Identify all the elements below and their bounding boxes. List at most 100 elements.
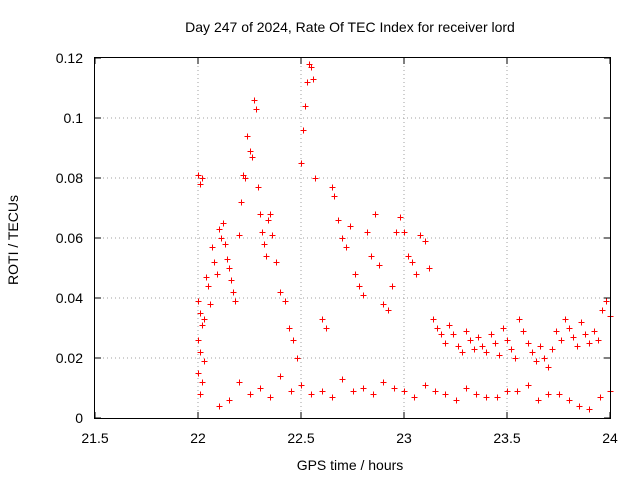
data-point	[453, 397, 460, 404]
data-point	[207, 301, 214, 308]
data-point	[463, 328, 470, 335]
data-point	[298, 382, 305, 389]
data-point	[230, 289, 237, 296]
data-point	[236, 232, 243, 239]
data-point	[197, 349, 204, 356]
data-point	[535, 397, 542, 404]
data-point	[247, 148, 254, 155]
data-point	[475, 334, 482, 341]
data-point	[578, 319, 585, 326]
data-point	[300, 127, 307, 134]
y-tick-label: 0.1	[64, 110, 84, 126]
data-point	[483, 349, 490, 356]
data-point	[422, 238, 429, 245]
data-point	[393, 229, 400, 236]
data-point	[197, 391, 204, 398]
data-point	[380, 301, 387, 308]
data-point	[529, 349, 536, 356]
data-point	[323, 325, 330, 332]
data-point	[520, 328, 527, 335]
data-point	[372, 211, 379, 218]
data-point	[591, 328, 598, 335]
data-point	[570, 334, 577, 341]
data-point	[558, 337, 565, 344]
plot-frame	[94, 57, 611, 419]
data-point	[312, 175, 319, 182]
data-point	[432, 388, 439, 395]
data-point	[339, 376, 346, 383]
data-point	[216, 403, 223, 410]
data-point	[267, 394, 274, 401]
x-tick-label: 22	[190, 430, 206, 446]
data-point	[226, 265, 233, 272]
data-point	[222, 241, 229, 248]
data-point	[566, 325, 573, 332]
data-point	[376, 262, 383, 269]
data-point	[304, 79, 311, 86]
data-point	[401, 229, 408, 236]
data-point	[438, 331, 445, 338]
data-point	[265, 217, 272, 224]
chart-title: Day 247 of 2024, Rate Of TEC Index for r…	[185, 19, 515, 35]
data-point	[319, 388, 326, 395]
data-point	[566, 397, 573, 404]
data-point	[556, 391, 563, 398]
y-tick-label: 0.06	[56, 230, 83, 246]
x-tick-label: 23	[396, 430, 412, 446]
data-point	[494, 394, 501, 401]
data-point	[549, 346, 556, 353]
data-point	[259, 229, 266, 236]
data-point	[389, 283, 396, 290]
data-point	[269, 232, 276, 239]
data-point	[257, 385, 264, 392]
data-point	[422, 382, 429, 389]
data-point	[576, 403, 583, 410]
data-point	[533, 358, 540, 365]
data-point	[496, 352, 503, 359]
data-point	[302, 103, 309, 110]
data-point	[582, 331, 589, 338]
data-point	[512, 355, 519, 362]
data-point	[446, 322, 453, 329]
data-point	[370, 391, 377, 398]
data-point	[195, 337, 202, 344]
data-point	[586, 406, 593, 413]
data-points	[195, 61, 614, 413]
data-point	[329, 394, 336, 401]
data-point	[595, 337, 602, 344]
data-point	[195, 298, 202, 305]
data-point	[347, 223, 354, 230]
data-point	[409, 259, 416, 266]
y-tick-label: 0.12	[56, 50, 83, 66]
data-point	[335, 217, 342, 224]
data-point	[290, 337, 297, 344]
data-point	[504, 337, 511, 344]
y-tick-label: 0.04	[56, 290, 83, 306]
data-point	[380, 379, 387, 386]
data-point	[545, 364, 552, 371]
y-tick-label: 0.08	[56, 170, 83, 186]
data-point	[199, 379, 206, 386]
data-point	[488, 331, 495, 338]
data-point	[603, 298, 610, 305]
data-point	[238, 199, 245, 206]
data-point	[516, 316, 523, 323]
data-point	[255, 184, 262, 191]
data-point	[471, 346, 478, 353]
data-point	[364, 229, 371, 236]
data-point	[195, 172, 202, 179]
data-point	[277, 289, 284, 296]
data-point	[244, 133, 251, 140]
data-point	[450, 331, 457, 338]
data-point	[492, 340, 499, 347]
data-point	[508, 346, 515, 353]
data-point	[426, 265, 433, 272]
data-point	[232, 298, 239, 305]
x-axis-label: GPS time / hours	[297, 457, 404, 473]
data-point	[473, 391, 480, 398]
data-point	[209, 244, 216, 251]
data-point	[525, 340, 532, 347]
data-point	[352, 271, 359, 278]
data-point	[331, 193, 338, 200]
data-point	[483, 394, 490, 401]
